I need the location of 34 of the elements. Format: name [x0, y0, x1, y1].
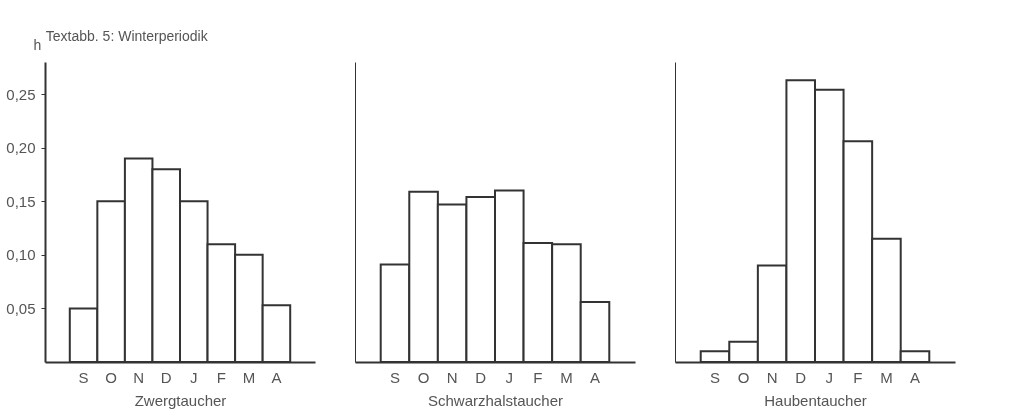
x-tick-label: A — [271, 368, 282, 386]
y-tick-label: 0,10 — [6, 246, 36, 264]
x-tick-label: J — [825, 368, 834, 386]
x-axis-title: Haubentaucher — [764, 391, 867, 409]
x-tick-label: F — [533, 368, 543, 386]
x-tick-label: J — [190, 368, 198, 386]
x-axis-title: Zwergtaucher — [134, 391, 227, 409]
x-tick-label: A — [589, 368, 601, 386]
x-tick-label: S — [709, 368, 721, 386]
x-tick-label: D — [795, 368, 807, 386]
x-tick-label: A — [909, 368, 921, 386]
x-tick-label: S — [78, 368, 89, 386]
y-axis-title: h — [33, 36, 42, 53]
x-tick-label: O — [737, 368, 750, 386]
x-tick-label: O — [105, 368, 117, 386]
x-tick-label: M — [560, 368, 573, 386]
x-tick-label: M — [880, 368, 893, 386]
chart-title: Textabb. 5: Winterperiodik — [45, 28, 209, 44]
x-tick-label: D — [475, 368, 487, 386]
y-tick-label: 0,25 — [6, 85, 36, 103]
y-tick-label: 0,15 — [6, 192, 36, 210]
x-tick-label: D — [160, 368, 172, 386]
y-tick-label: 0,20 — [6, 139, 36, 157]
x-tick-label: J — [505, 368, 514, 386]
x-tick-label: N — [446, 368, 458, 386]
x-tick-label: M — [242, 368, 256, 386]
x-tick-label: F — [216, 368, 226, 386]
x-tick-label: N — [133, 368, 145, 386]
x-axis-title: Schwarzhalstaucher — [427, 391, 564, 409]
y-tick-label: 0,05 — [6, 299, 36, 317]
x-tick-label: N — [766, 368, 778, 386]
x-tick-label: F — [853, 368, 863, 386]
x-tick-label: O — [417, 368, 430, 386]
x-tick-label: S — [389, 368, 401, 386]
